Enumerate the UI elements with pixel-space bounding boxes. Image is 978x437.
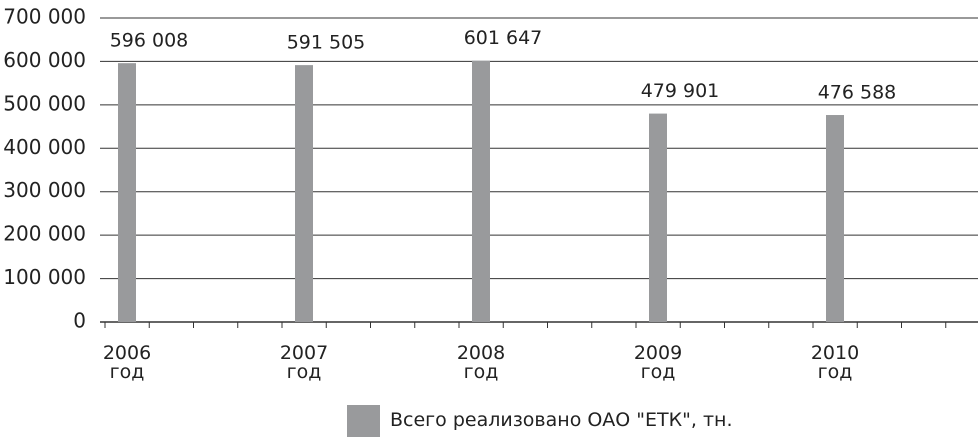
data-label: 596 008 [110,30,189,52]
x-tick-label: 2010 год [810,342,860,383]
bar [826,115,844,322]
y-tick-label: 200 000 [3,222,86,246]
y-tick-label: 400 000 [3,135,86,159]
data-label: 601 647 [464,27,543,49]
x-tick-label: 2008 год [456,342,506,383]
legend-swatch [347,405,380,437]
y-tick-label: 300 000 [3,178,86,202]
data-label: 479 901 [641,80,720,102]
bar [649,113,667,323]
x-tick-label: 2006 год [102,342,152,383]
y-tick-label: 700 000 [3,5,86,29]
x-tick-label: 2007 год [279,342,329,383]
y-tick-label: 100 000 [3,265,86,289]
x-tick-label: 2009 год [633,342,683,383]
data-label: 476 588 [818,82,897,104]
y-tick-label: 600 000 [3,48,86,72]
data-label: 591 505 [287,32,366,54]
bar [295,65,313,322]
legend-label: Всего реализовано ОАО "ЕТК", тн. [390,409,733,431]
bar [472,60,490,322]
y-tick-label: 500 000 [3,91,86,115]
bar [118,63,136,323]
y-tick-label: 0 [73,309,86,333]
